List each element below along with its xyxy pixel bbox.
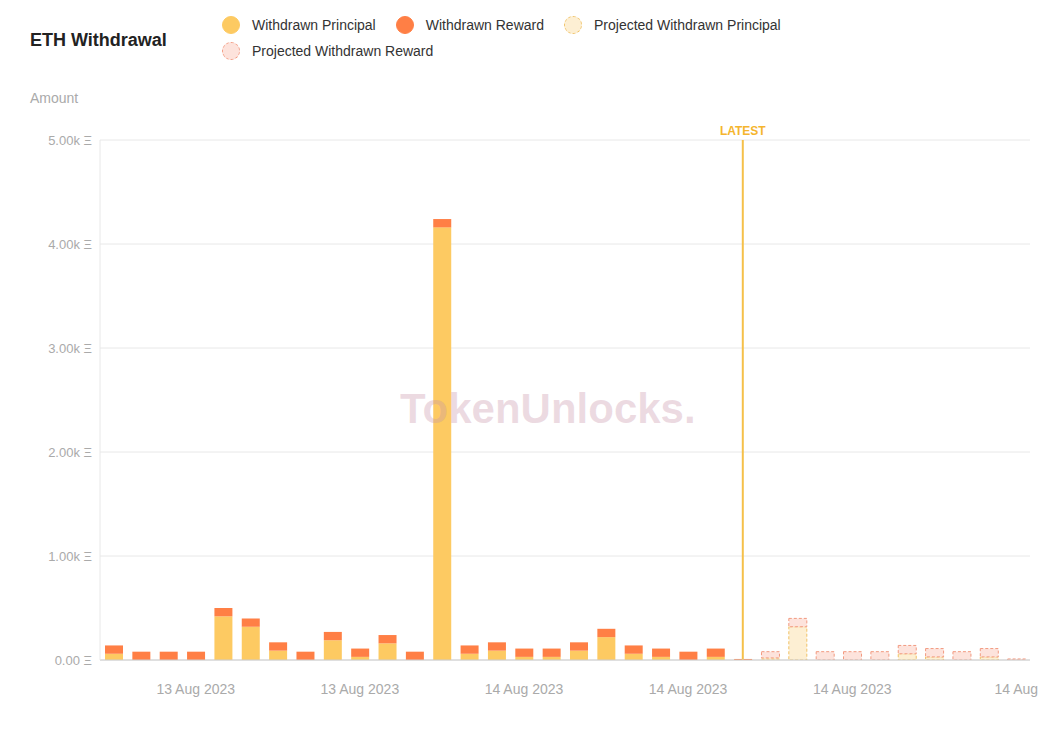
svg-text:2.00k Ξ: 2.00k Ξ: [48, 445, 92, 460]
svg-text:0.00 Ξ: 0.00 Ξ: [55, 653, 92, 668]
html-text:TokenUnlocks.: TokenUnlocks.: [400, 385, 696, 432]
svg-text:14 Aug 2023: 14 Aug 2023: [485, 681, 564, 697]
svg-text:13 Aug 2023: 13 Aug 2023: [156, 681, 235, 697]
html-text:Amount: Amount: [30, 90, 79, 106]
svg-text:5.00k Ξ: 5.00k Ξ: [48, 133, 92, 148]
html-text:Withdrawn Reward: Withdrawn Reward: [425, 17, 544, 33]
html-text:ETH Withdrawal: ETH Withdrawal: [30, 30, 167, 50]
html-text:Projected Withdrawn Principal: Projected Withdrawn Principal: [594, 17, 781, 33]
svg-text:4.00k Ξ: 4.00k Ξ: [48, 237, 92, 252]
html-text:Withdrawn Principal: Withdrawn Principal: [252, 17, 376, 33]
svg-text:3.00k Ξ: 3.00k Ξ: [48, 341, 92, 356]
svg-text:14 Aug 2023: 14 Aug 2023: [813, 681, 892, 697]
html-text:Projected Withdrawn Reward: Projected Withdrawn Reward: [252, 43, 434, 59]
svg-text:13 Aug 2023: 13 Aug 2023: [321, 681, 400, 697]
svg-text:1.00k Ξ: 1.00k Ξ: [48, 549, 92, 564]
svg-text:14 Aug: 14 Aug: [995, 681, 1039, 697]
svg-text:LATEST: LATEST: [720, 124, 766, 138]
svg-text:14 Aug 2023: 14 Aug 2023: [649, 681, 728, 697]
